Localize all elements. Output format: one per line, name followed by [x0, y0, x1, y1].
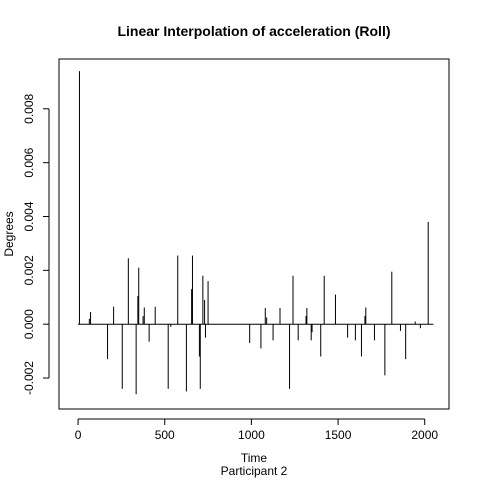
x-tick-label: 2000 — [411, 428, 438, 442]
y-tick-label: -0.002 — [22, 361, 36, 395]
x-axis: 0 500 1000 1500 2000 — [75, 418, 438, 442]
x-tick-label: 0 — [75, 428, 82, 442]
y-tick-label: 0.008 — [22, 93, 36, 123]
y-axis: -0.002 0.000 0.002 0.004 0.006 0.008 — [22, 93, 50, 395]
y-tick-label: 0.002 — [22, 255, 36, 285]
plot-frame — [58, 58, 450, 410]
x-axis-label: Time — [241, 451, 268, 465]
x-axis-sublabel: Participant 2 — [221, 464, 288, 478]
plot-area — [78, 71, 434, 395]
x-tick-label: 1500 — [325, 428, 352, 442]
y-tick-label: 0.000 — [22, 309, 36, 339]
x-tick-label: 500 — [155, 428, 175, 442]
x-tick-label: 1000 — [238, 428, 265, 442]
chart-title: Linear Interpolation of acceleration (Ro… — [117, 23, 390, 39]
y-tick-label: 0.006 — [22, 147, 36, 177]
y-axis-label: Degrees — [2, 211, 16, 256]
y-tick-label: 0.004 — [22, 201, 36, 231]
